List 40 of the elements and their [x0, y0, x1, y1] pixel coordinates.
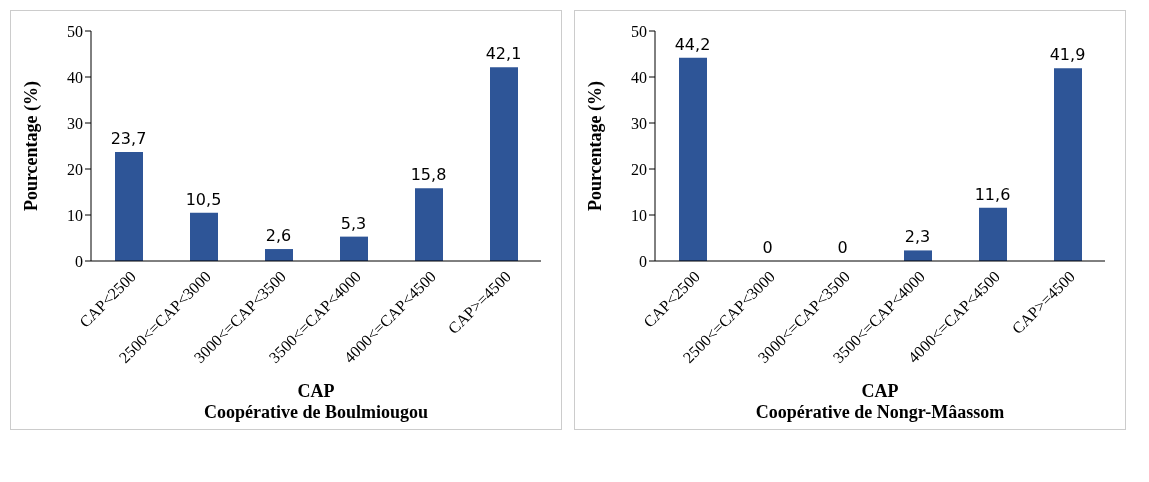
bar	[265, 249, 293, 261]
text: Coopérative de Boulmiougou	[203, 402, 429, 424]
y-axis-title: Pourcentage (%)	[585, 80, 607, 212]
data-label: 2,3	[904, 227, 931, 247]
bar	[1054, 68, 1082, 261]
y-tick-label: 50	[67, 22, 83, 40]
bar	[115, 151, 143, 261]
y-tick-label: 40	[631, 68, 647, 86]
data-label: 41,9	[1049, 45, 1086, 65]
y-tick-label: 0	[639, 252, 647, 270]
x-axis-title: CAP	[860, 381, 900, 402]
data-label: 5,3	[340, 213, 367, 233]
y-tick-label: 20	[631, 160, 647, 178]
data-label: 44,2	[674, 34, 711, 54]
data-label: 2,6	[265, 226, 292, 246]
bar	[415, 188, 443, 261]
data-label: 0	[762, 238, 773, 257]
bar	[679, 57, 707, 261]
y-tick-label: 30	[67, 114, 83, 132]
bar	[490, 67, 518, 261]
data-label: 11,6	[974, 184, 1011, 204]
bar	[904, 250, 932, 261]
y-axis-title: Pourcentage (%)	[21, 80, 43, 212]
data-label: 23,7	[110, 128, 147, 148]
data-label: 0	[837, 238, 848, 257]
y-tick-label: 30	[631, 114, 647, 132]
bar	[190, 212, 218, 261]
y-tick-label: 0	[75, 252, 83, 270]
x-axis-title: CAP	[296, 381, 336, 402]
data-label: 15,8	[410, 165, 447, 185]
bar	[979, 207, 1007, 261]
text: Coopérative de Nongr-Mâassom	[754, 402, 1006, 424]
data-label: 42,1	[485, 44, 522, 64]
y-tick-label: 10	[67, 206, 83, 224]
data-label: 10,5	[185, 189, 222, 209]
y-tick-label: 20	[67, 160, 83, 178]
bar	[340, 236, 368, 261]
y-tick-label: 10	[631, 206, 647, 224]
y-tick-label: 40	[67, 68, 83, 86]
y-tick-label: 50	[631, 22, 647, 40]
